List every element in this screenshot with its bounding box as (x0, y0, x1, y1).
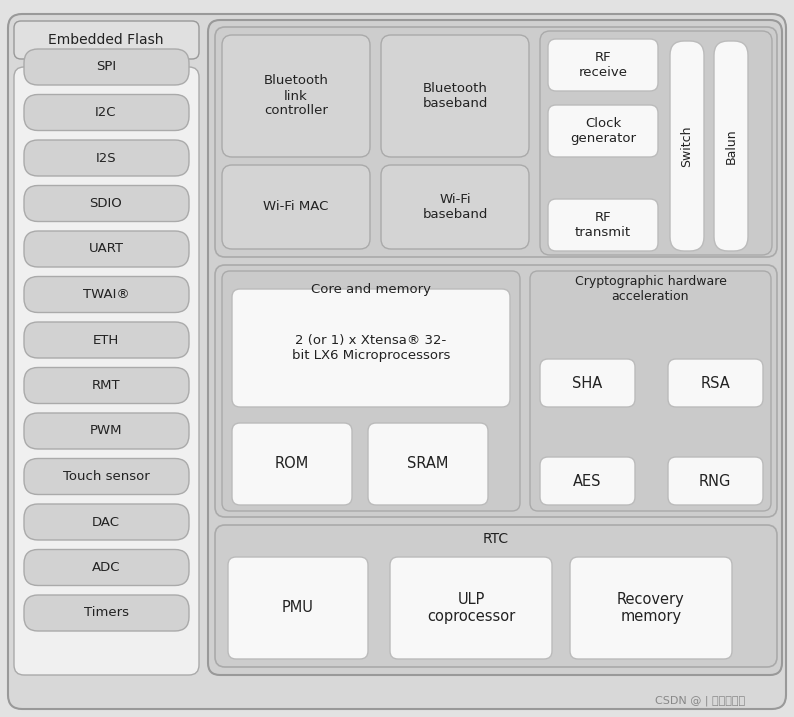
FancyBboxPatch shape (222, 271, 520, 511)
Text: Bluetooth
link
controller: Bluetooth link controller (264, 75, 329, 118)
FancyBboxPatch shape (668, 457, 763, 505)
FancyBboxPatch shape (540, 457, 635, 505)
FancyBboxPatch shape (14, 21, 199, 59)
FancyBboxPatch shape (24, 49, 189, 85)
FancyBboxPatch shape (24, 277, 189, 313)
FancyBboxPatch shape (215, 525, 777, 667)
Text: Clock
generator: Clock generator (570, 117, 636, 145)
Text: RMT: RMT (91, 379, 121, 392)
FancyBboxPatch shape (540, 31, 772, 255)
FancyBboxPatch shape (548, 105, 658, 157)
Text: Recovery
memory: Recovery memory (617, 592, 685, 625)
Text: Wi-Fi
baseband: Wi-Fi baseband (422, 193, 488, 221)
FancyBboxPatch shape (24, 322, 189, 358)
Text: I2C: I2C (95, 106, 117, 119)
Text: RF
transmit: RF transmit (575, 211, 631, 239)
FancyBboxPatch shape (548, 39, 658, 91)
Text: Bluetooth
baseband: Bluetooth baseband (422, 82, 488, 110)
Text: CSDN @ | 匿名用户丨: CSDN @ | 匿名用户丨 (655, 695, 745, 706)
FancyBboxPatch shape (24, 140, 189, 176)
FancyBboxPatch shape (24, 595, 189, 631)
Text: Wi-Fi MAC: Wi-Fi MAC (264, 201, 329, 214)
FancyBboxPatch shape (24, 458, 189, 495)
Text: SDIO: SDIO (90, 197, 122, 210)
Text: SHA: SHA (572, 376, 602, 391)
FancyBboxPatch shape (530, 271, 771, 511)
FancyBboxPatch shape (668, 359, 763, 407)
Text: Core and memory: Core and memory (311, 282, 431, 295)
Text: Switch: Switch (680, 125, 693, 167)
FancyBboxPatch shape (381, 35, 529, 157)
Text: RSA: RSA (700, 376, 730, 391)
Text: RTC: RTC (483, 532, 509, 546)
FancyBboxPatch shape (390, 557, 552, 659)
Text: PMU: PMU (282, 601, 314, 615)
FancyBboxPatch shape (540, 359, 635, 407)
FancyBboxPatch shape (222, 165, 370, 249)
FancyBboxPatch shape (215, 265, 777, 517)
FancyBboxPatch shape (232, 289, 510, 407)
Text: I2S: I2S (96, 151, 116, 164)
Text: UART: UART (88, 242, 124, 255)
FancyBboxPatch shape (24, 186, 189, 222)
FancyBboxPatch shape (228, 557, 368, 659)
FancyBboxPatch shape (222, 35, 370, 157)
FancyBboxPatch shape (381, 165, 529, 249)
Text: ADC: ADC (92, 561, 120, 574)
Text: Timers: Timers (83, 607, 129, 619)
FancyBboxPatch shape (208, 20, 782, 675)
FancyBboxPatch shape (24, 95, 189, 130)
Text: DAC: DAC (92, 516, 120, 528)
FancyBboxPatch shape (714, 41, 748, 251)
Text: Cryptographic hardware
acceleration: Cryptographic hardware acceleration (575, 275, 727, 303)
FancyBboxPatch shape (670, 41, 704, 251)
FancyBboxPatch shape (24, 368, 189, 404)
Text: RNG: RNG (699, 473, 731, 488)
Text: TWAI®: TWAI® (83, 288, 129, 301)
FancyBboxPatch shape (232, 423, 352, 505)
FancyBboxPatch shape (24, 231, 189, 267)
Text: Touch sensor: Touch sensor (63, 470, 149, 483)
FancyBboxPatch shape (215, 27, 777, 257)
Text: Embedded Flash: Embedded Flash (48, 33, 164, 47)
FancyBboxPatch shape (8, 14, 786, 709)
Text: RF
receive: RF receive (579, 51, 627, 79)
FancyBboxPatch shape (548, 199, 658, 251)
Text: ETH: ETH (93, 333, 119, 346)
Text: SRAM: SRAM (407, 457, 449, 472)
FancyBboxPatch shape (570, 557, 732, 659)
FancyBboxPatch shape (24, 504, 189, 540)
FancyBboxPatch shape (14, 67, 199, 675)
FancyBboxPatch shape (24, 549, 189, 586)
Text: ROM: ROM (275, 457, 309, 472)
FancyBboxPatch shape (24, 413, 189, 449)
Text: Balun: Balun (724, 128, 738, 163)
Text: 2 (or 1) x Xtensa® 32-
bit LX6 Microprocessors: 2 (or 1) x Xtensa® 32- bit LX6 Microproc… (292, 334, 450, 362)
Text: SPI: SPI (96, 60, 116, 74)
Text: ULP
coprocessor: ULP coprocessor (427, 592, 515, 625)
FancyBboxPatch shape (368, 423, 488, 505)
Text: AES: AES (572, 473, 601, 488)
Text: PWM: PWM (90, 424, 122, 437)
